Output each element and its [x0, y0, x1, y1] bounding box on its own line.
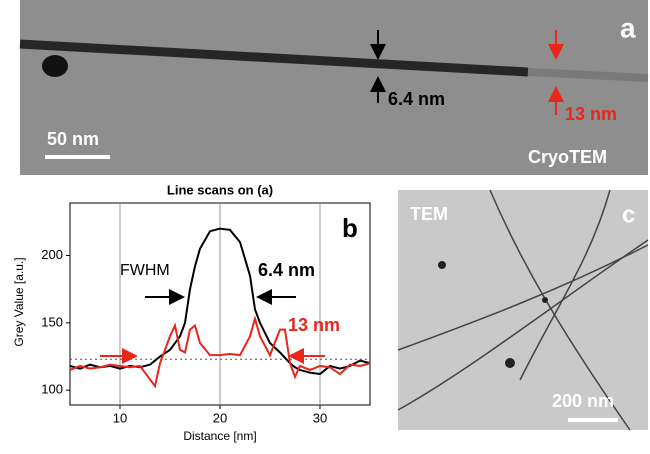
scale-bar-label: 200 nm [552, 391, 614, 411]
panel-b: 200 150 100 30 20 10 Line scans on (a) Distan… [12, 182, 370, 443]
legend-label: 6.4 nm [258, 260, 315, 280]
method-label: CryoTEM [528, 147, 607, 167]
panel-c: TEM c 200 nm [398, 190, 648, 430]
method-label: TEM [410, 204, 448, 224]
x-tick-label: 10 [113, 410, 127, 425]
annotation: FWHM [120, 262, 170, 279]
y-tick-label: 200 [41, 247, 63, 262]
y-tick-label: 100 [41, 382, 63, 397]
scale-bar-label: 50 nm [47, 129, 99, 149]
page: {"panel_a": {"label": "a", "width_label"… [0, 0, 650, 449]
scale-bar [568, 418, 618, 422]
particle [42, 55, 68, 77]
x-tick-label: 30 [313, 410, 327, 425]
outer-label: 13 nm [565, 104, 617, 124]
panel-label: a [620, 12, 636, 43]
panel-label: c [622, 201, 635, 228]
y-axis-label: Grey Value [a.u.] [12, 257, 26, 346]
width-label: 6.4 nm [388, 89, 445, 109]
x-tick-label: 20 [213, 410, 227, 425]
y-tick-label: 150 [41, 314, 63, 329]
figure: 6.4 nm 13 nm a 50 nm CryoTEM TEM c 200 n… [0, 0, 650, 449]
legend-label: 13 nm [288, 315, 340, 335]
particle [505, 358, 515, 368]
particle [438, 261, 446, 269]
x-axis-label: Distance [nm] [183, 429, 256, 443]
chart-title: Line scans on (a) [167, 182, 273, 197]
particle [542, 297, 548, 303]
panel-label: b [342, 213, 358, 243]
panel-a: 6.4 nm 13 nm a 50 nm CryoTEM [20, 0, 648, 175]
scale-bar [45, 155, 110, 159]
